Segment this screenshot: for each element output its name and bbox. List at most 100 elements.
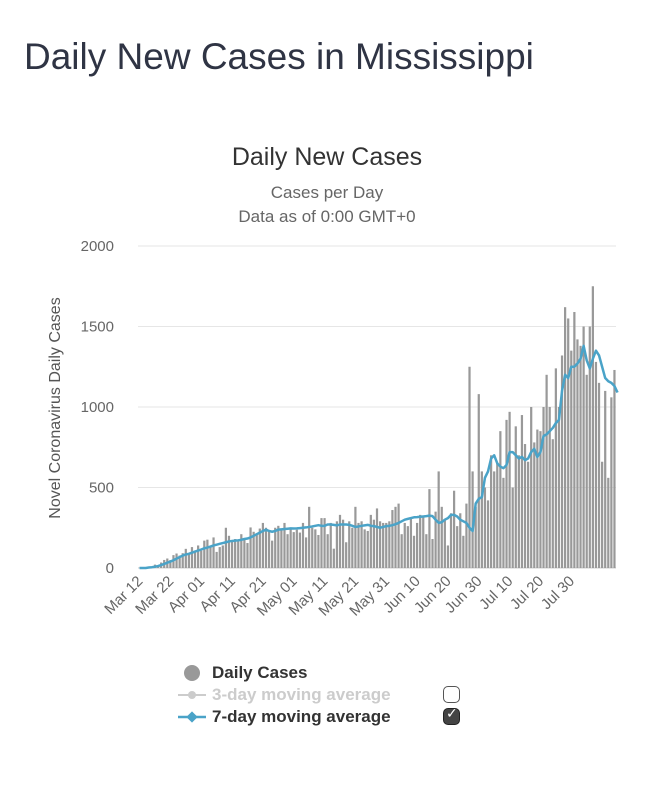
bar[interactable] bbox=[341, 519, 345, 568]
bar[interactable] bbox=[283, 522, 286, 568]
bar[interactable] bbox=[357, 522, 360, 568]
bar[interactable] bbox=[375, 508, 379, 568]
bar[interactable] bbox=[456, 526, 459, 568]
bar[interactable] bbox=[311, 527, 314, 568]
bar[interactable] bbox=[264, 527, 268, 568]
bar[interactable] bbox=[261, 522, 265, 568]
bar[interactable] bbox=[332, 548, 335, 568]
bar[interactable] bbox=[601, 461, 604, 568]
bar[interactable] bbox=[292, 532, 295, 568]
bar[interactable] bbox=[425, 534, 428, 568]
bar[interactable] bbox=[428, 489, 431, 568]
bar[interactable] bbox=[184, 548, 187, 568]
bar[interactable] bbox=[483, 487, 487, 569]
bar[interactable] bbox=[440, 506, 443, 568]
bar[interactable] bbox=[554, 368, 557, 568]
bar[interactable] bbox=[243, 539, 246, 568]
bar[interactable] bbox=[462, 535, 465, 568]
bar[interactable] bbox=[249, 527, 252, 568]
bar[interactable] bbox=[187, 553, 190, 568]
bar[interactable] bbox=[175, 553, 178, 568]
bar[interactable] bbox=[406, 526, 409, 568]
bar[interactable] bbox=[382, 522, 385, 568]
bar[interactable] bbox=[489, 455, 493, 568]
bar[interactable] bbox=[594, 361, 598, 568]
bar[interactable] bbox=[308, 506, 311, 568]
bar[interactable] bbox=[218, 547, 221, 568]
bar[interactable] bbox=[570, 350, 573, 568]
bar[interactable] bbox=[434, 511, 437, 568]
bar[interactable] bbox=[437, 471, 440, 568]
checkbox-3day[interactable] bbox=[443, 686, 460, 703]
bar[interactable] bbox=[443, 519, 446, 568]
bar[interactable] bbox=[394, 506, 397, 568]
bar[interactable] bbox=[591, 286, 594, 568]
bar[interactable] bbox=[193, 551, 197, 568]
bar[interactable] bbox=[493, 471, 496, 568]
bar[interactable] bbox=[246, 543, 249, 568]
bar[interactable] bbox=[385, 522, 388, 568]
bar[interactable] bbox=[360, 521, 363, 568]
bar[interactable] bbox=[607, 477, 610, 568]
bar[interactable] bbox=[564, 307, 567, 568]
bar[interactable] bbox=[400, 534, 403, 568]
bar[interactable] bbox=[511, 487, 514, 569]
bar[interactable] bbox=[301, 522, 305, 568]
bar[interactable] bbox=[234, 539, 237, 568]
bar[interactable] bbox=[449, 513, 453, 568]
bar[interactable] bbox=[206, 539, 209, 568]
bar[interactable] bbox=[169, 560, 172, 568]
bar[interactable] bbox=[431, 539, 434, 568]
bar[interactable] bbox=[338, 514, 342, 568]
bar[interactable] bbox=[548, 407, 551, 568]
bar[interactable] bbox=[267, 530, 271, 568]
bar[interactable] bbox=[329, 522, 332, 568]
bar[interactable] bbox=[221, 545, 224, 568]
bar[interactable] bbox=[212, 537, 215, 568]
bar[interactable] bbox=[274, 527, 277, 568]
bar[interactable] bbox=[496, 463, 499, 568]
bar[interactable] bbox=[409, 518, 413, 568]
bar[interactable] bbox=[468, 366, 471, 568]
bar[interactable] bbox=[422, 516, 425, 568]
bar[interactable] bbox=[523, 444, 527, 568]
bar[interactable] bbox=[295, 529, 298, 568]
bar[interactable] bbox=[536, 429, 539, 568]
bar[interactable] bbox=[613, 369, 616, 568]
bar[interactable] bbox=[326, 534, 329, 568]
bar[interactable] bbox=[286, 534, 289, 568]
bar[interactable] bbox=[240, 534, 243, 568]
bar[interactable] bbox=[499, 431, 502, 568]
bar[interactable] bbox=[280, 529, 283, 568]
bar[interactable] bbox=[230, 540, 234, 568]
bar[interactable] bbox=[486, 500, 490, 568]
bar[interactable] bbox=[474, 506, 477, 568]
bar[interactable] bbox=[542, 407, 545, 568]
bar[interactable] bbox=[224, 527, 228, 568]
bar[interactable] bbox=[517, 455, 520, 568]
bar[interactable] bbox=[369, 514, 372, 568]
bar[interactable] bbox=[388, 521, 391, 568]
bar[interactable] bbox=[314, 529, 317, 568]
bar[interactable] bbox=[557, 407, 561, 568]
bar[interactable] bbox=[520, 415, 524, 568]
bar[interactable] bbox=[323, 518, 326, 568]
bar[interactable] bbox=[530, 407, 533, 568]
checkbox-7day[interactable] bbox=[443, 706, 460, 725]
bar[interactable] bbox=[551, 439, 554, 568]
bar[interactable] bbox=[480, 471, 483, 568]
bar[interactable] bbox=[363, 529, 366, 568]
bar[interactable] bbox=[190, 547, 194, 568]
bar[interactable] bbox=[320, 518, 323, 568]
bar[interactable] bbox=[573, 312, 576, 568]
bar[interactable] bbox=[539, 431, 542, 568]
bar[interactable] bbox=[397, 503, 400, 568]
bar[interactable] bbox=[178, 555, 181, 568]
bar[interactable] bbox=[181, 553, 184, 568]
bar[interactable] bbox=[252, 531, 255, 568]
bar[interactable] bbox=[588, 326, 591, 569]
bar[interactable] bbox=[419, 514, 422, 568]
bar[interactable] bbox=[446, 545, 450, 568]
bar[interactable] bbox=[477, 394, 480, 568]
bar[interactable] bbox=[560, 355, 564, 568]
